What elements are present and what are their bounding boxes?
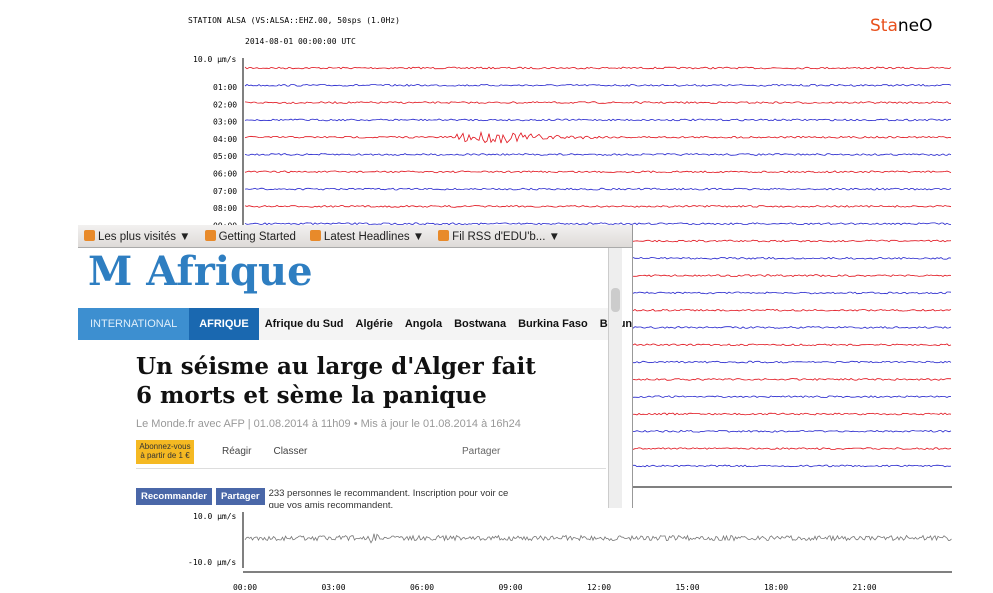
divider: [136, 468, 606, 469]
time-label: 15:00: [675, 583, 699, 592]
trace: [245, 132, 951, 143]
time-label: 03:00: [321, 583, 345, 592]
subscribe-text: à partir de 1 €: [136, 451, 194, 460]
hour-label: 03:00: [213, 118, 237, 127]
bookmarks-bar: Les plus visités ▼ Getting Started Latest …: [78, 225, 632, 248]
action[interactable]: Classer: [273, 446, 307, 457]
share-button[interactable]: Partager: [216, 488, 265, 505]
action[interactable]: Partager: [462, 446, 500, 457]
nav-item[interactable]: Bostwana: [448, 318, 512, 330]
bookmark[interactable]: Les plus visités ▼: [84, 230, 191, 243]
hour-label: 07:00: [213, 187, 237, 196]
trace: [245, 154, 951, 156]
nav-item[interactable]: AFRIQUE: [189, 308, 259, 340]
nav-item[interactable]: INTERNATIONAL: [78, 308, 189, 340]
byline: Le Monde.fr avec AFP | 01.08.2014 à 11h0…: [136, 418, 521, 430]
hour-label: 06:00: [213, 170, 237, 179]
logo-part: Sta: [870, 16, 898, 36]
scroll-thumb[interactable]: [611, 288, 620, 312]
scale-bottom: -10.0 µm/s: [188, 558, 236, 567]
time-label: 09:00: [498, 583, 522, 592]
hour-label: 01:00: [213, 83, 237, 92]
nav-item[interactable]: Burkina Faso: [512, 318, 594, 330]
social-line: que vos amis recommandent.: [269, 500, 509, 508]
headline-line: Un séisme au large d'Alger fait: [136, 352, 536, 381]
subscribe-text: Abonnez-vous: [136, 442, 194, 451]
bookmark[interactable]: Getting Started: [205, 230, 296, 243]
time-label: 00:00: [233, 583, 257, 592]
daily-trace: [245, 534, 952, 543]
hour-label: 02:00: [213, 100, 237, 109]
trace: [245, 188, 951, 190]
page: STATION ALSA (VS:ALSA::EHZ.00, 50sps (1.…: [0, 0, 993, 593]
nav-item[interactable]: Angola: [399, 318, 448, 330]
actions: Réagir Classer Partager: [222, 446, 307, 457]
scale-label: 10.0 µm/s: [193, 55, 237, 64]
nav-item[interactable]: Afrique du Sud: [259, 318, 350, 330]
bookmark[interactable]: Latest Headlines ▼: [310, 230, 424, 243]
nav-item[interactable]: Algérie: [350, 318, 399, 330]
headline-line: 6 morts et sème la panique: [136, 381, 536, 410]
time-label: 06:00: [410, 583, 434, 592]
trace: [245, 119, 951, 121]
trace: [245, 84, 951, 86]
scale-top: 10.0 µm/s: [193, 512, 237, 521]
trace: [245, 67, 951, 69]
trace: [245, 206, 951, 208]
hour-label: 05:00: [213, 152, 237, 161]
start-time: 2014-08-01 00:00:00 UTC: [245, 37, 356, 46]
time-label: 21:00: [852, 583, 876, 592]
logo: StaneO: [870, 16, 933, 36]
recommend-button[interactable]: Recommander: [136, 488, 212, 505]
browser-window: Les plus visités ▼ Getting Started Latest …: [78, 225, 633, 508]
time-label: 18:00: [764, 583, 788, 592]
site-logo[interactable]: M Afrique: [88, 252, 313, 292]
trace: [245, 102, 951, 104]
social-line: 233 personnes le recommandent. Inscripti…: [269, 488, 509, 500]
action[interactable]: Réagir: [222, 446, 251, 457]
trace: [245, 171, 951, 173]
scrollbar[interactable]: [608, 248, 622, 508]
logo-part: neO: [898, 16, 933, 36]
hour-label: 04:00: [213, 135, 237, 144]
station-title: STATION ALSA (VS:ALSA::EHZ.00, 50sps (1.…: [188, 16, 400, 25]
bookmark[interactable]: Fil RSS d'EDU'b... ▼: [438, 230, 560, 243]
social-text: 233 personnes le recommandent. Inscripti…: [269, 488, 509, 508]
time-label: 12:00: [587, 583, 611, 592]
hour-label: 08:00: [213, 204, 237, 213]
social: Recommander Partager 233 personnes le re…: [136, 488, 508, 508]
